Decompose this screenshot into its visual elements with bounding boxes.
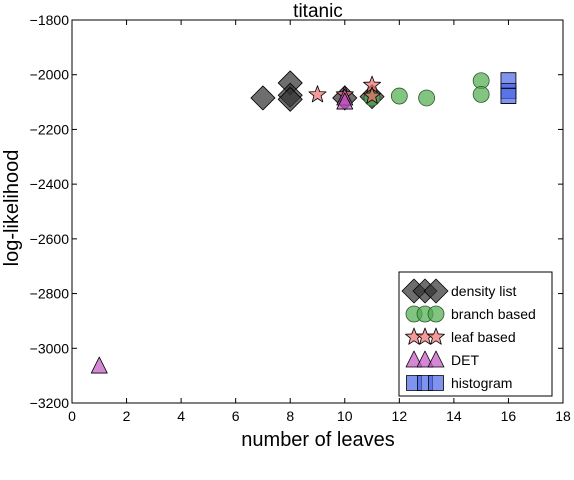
plot-area: [90, 70, 517, 374]
x-tick-label: 16: [501, 408, 517, 424]
x-tick-label: 10: [337, 408, 353, 424]
data-point-det: [336, 92, 354, 110]
series-branch-based: [363, 72, 490, 107]
data-point-branch-based: [390, 87, 408, 105]
legend: density list branch based leaf based DET his…: [398, 271, 553, 397]
legend-label: leaf based: [451, 329, 516, 345]
legend-label: histogram: [451, 375, 512, 391]
y-tick-label: −3200: [30, 395, 70, 411]
x-tick-label: 14: [446, 408, 462, 424]
series-det: [90, 88, 354, 374]
legend-item-density-list: density list: [401, 278, 516, 304]
x-tick-label: 8: [286, 408, 294, 424]
legend-marker-det: [416, 350, 434, 368]
x-tick-label: 12: [392, 408, 408, 424]
legend-marker-density-list: [423, 278, 449, 304]
y-tick-label: −2400: [30, 176, 70, 192]
x-tick-label: 6: [232, 408, 240, 424]
y-tick-label: −2000: [30, 67, 70, 83]
y-tick-label: −2800: [30, 286, 70, 302]
y-tick-label: −1800: [30, 12, 70, 28]
legend-item-det: DET: [405, 350, 479, 368]
axes: 0 2 4 6 8 10 12 14 16 18 −1800 −2000 −2200 −2400 −2600…: [30, 12, 571, 424]
legend-item-leaf-based: leaf based: [405, 327, 516, 345]
legend-label: DET: [451, 352, 479, 368]
y-tick-label: −3000: [30, 340, 70, 356]
y-tick-label: −2600: [30, 231, 70, 247]
x-tick-label: 2: [123, 408, 131, 424]
data-point-leaf-based: [308, 85, 327, 103]
data-point-branch-based: [418, 89, 436, 107]
legend-item-branch-based: branch based: [405, 305, 536, 323]
data-point-histogram: [500, 88, 517, 104]
data-point-leaf-based: [363, 86, 382, 104]
x-tick-label: 18: [555, 408, 571, 424]
x-tick-label: 0: [68, 408, 76, 424]
legend-label: density list: [451, 283, 516, 299]
legend-label: branch based: [451, 306, 536, 322]
data-point-density-list: [277, 86, 303, 112]
series-histogram: [500, 72, 517, 104]
data-point-branch-based: [472, 86, 490, 103]
x-axis-label: number of leaves: [241, 429, 394, 451]
legend-marker-det: [427, 350, 445, 368]
x-tick-label: 4: [177, 408, 185, 424]
legend-marker-leaf-based: [427, 327, 445, 345]
data-point-density-list: [250, 85, 276, 111]
legend-marker-det: [405, 350, 423, 368]
chart-title: titanic: [293, 1, 343, 22]
legend-item-histogram: histogram: [406, 375, 512, 391]
y-axis-label: log-likelihood: [1, 150, 23, 267]
y-tick-label: −2200: [30, 121, 70, 137]
data-point-det: [90, 356, 108, 374]
axes-frame: [71, 19, 564, 404]
legend-marker-histogram: [428, 375, 444, 391]
legend-marker-branch-based: [427, 305, 445, 323]
